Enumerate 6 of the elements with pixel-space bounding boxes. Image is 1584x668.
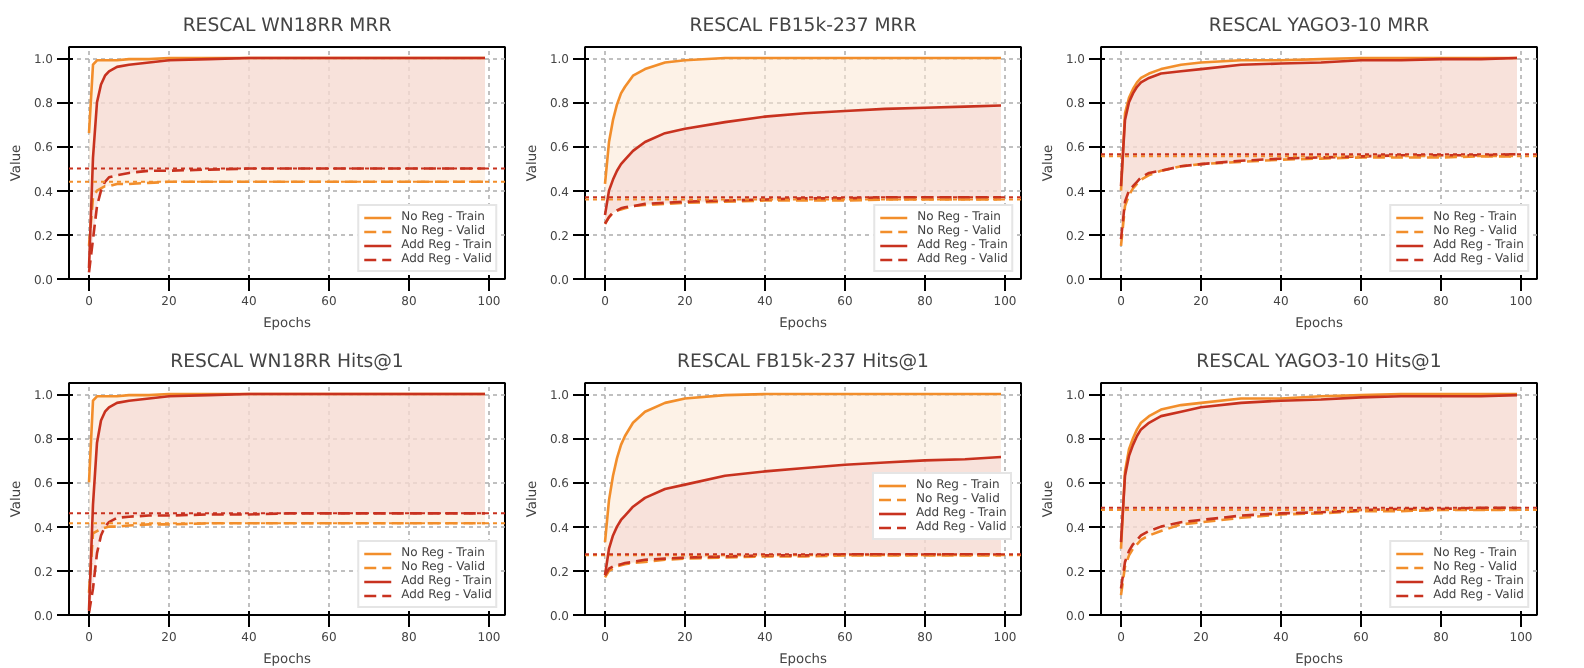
chart-title: RESCAL YAGO3-10 Hits@1	[1196, 351, 1442, 373]
chart-title: RESCAL FB15k-237 MRR	[689, 15, 918, 37]
chart-title: RESCAL WN18RR MRR	[182, 15, 393, 37]
chart-title: RESCAL WN18RR Hits@1	[170, 351, 404, 373]
chart-title: RESCAL FB15k-237 Hits@1	[677, 351, 930, 373]
chart-title: RESCAL YAGO3-10 MRR	[1208, 15, 1431, 37]
